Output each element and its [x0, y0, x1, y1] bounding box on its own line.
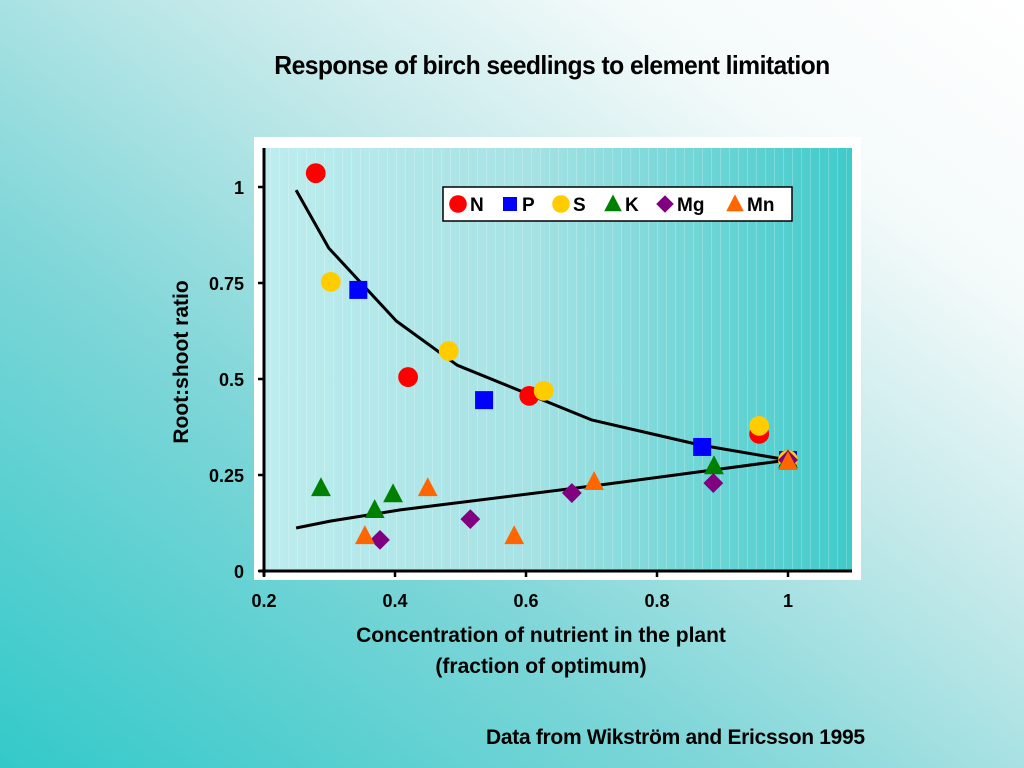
- data-point-mn: [417, 477, 438, 497]
- y-tick-label: 0.5: [219, 370, 244, 390]
- legend-label: S: [573, 195, 586, 216]
- data-point-mn: [354, 525, 375, 545]
- data-point-mn: [584, 471, 605, 491]
- legend: N P S K Mg Mn: [442, 186, 793, 222]
- legend-item-s: S: [552, 195, 586, 216]
- legend-label: N: [470, 195, 484, 216]
- data-point-p: [475, 391, 494, 410]
- x-tick-label: 1: [783, 591, 793, 611]
- legend-marker-k: [604, 194, 622, 212]
- x-tick-label: 0.8: [644, 591, 669, 611]
- y-tick-label: 0.25: [209, 466, 244, 486]
- x-axis-title-line2: (fraction of optimum): [435, 655, 646, 678]
- data-point-s: [749, 415, 770, 436]
- legend-marker-n: [449, 195, 467, 213]
- data-point-k: [704, 455, 724, 475]
- legend-label: Mn: [747, 195, 774, 216]
- axis-ticks: 0.2 0.4 0.6 0.8 1 0 0.25 0.5 0.75 1: [209, 178, 793, 611]
- legend-item-n: N: [449, 195, 484, 216]
- source-note: Data from Wikström and Ericsson 1995: [486, 726, 865, 749]
- data-point-mg: [460, 509, 481, 530]
- x-tick-label: 0.4: [382, 591, 407, 611]
- series-mn: [354, 451, 798, 545]
- data-point-mg: [561, 483, 582, 503]
- y-tick-label: 0: [234, 562, 244, 582]
- data-point-s: [533, 381, 554, 401]
- legend-marker-s: [552, 195, 570, 213]
- data-point-k: [364, 499, 385, 519]
- legend-item-mg: Mg: [656, 195, 704, 216]
- legend-label: P: [522, 195, 535, 216]
- legend-item-p: P: [503, 195, 535, 216]
- y-tick-label: 1: [234, 178, 244, 198]
- data-point-mn: [504, 525, 525, 545]
- legend-item-mn: Mn: [726, 194, 774, 216]
- data-point-k: [311, 477, 331, 497]
- y-axis-title: Root:shoot ratio: [170, 280, 193, 443]
- x-axis-title: Concentration of nutrient in the plant: [356, 624, 726, 647]
- x-tick-label: 0.6: [513, 591, 538, 611]
- data-point-mn: [778, 451, 798, 471]
- legend-marker-p: [503, 197, 517, 211]
- data-point-k: [383, 483, 403, 503]
- legend-item-k: K: [604, 194, 639, 216]
- x-tick-label: 0.2: [251, 591, 276, 611]
- data-points: [305, 163, 798, 550]
- legend-label: K: [625, 195, 639, 216]
- data-point-mg: [703, 473, 724, 493]
- data-point-n: [305, 163, 326, 184]
- data-point-p: [693, 437, 712, 456]
- legend-marker-mn: [726, 194, 744, 212]
- legend-marker-mg: [656, 195, 674, 213]
- data-point-p: [349, 280, 368, 299]
- data-point-mg: [370, 529, 390, 550]
- data-point-s: [320, 271, 341, 292]
- legend-label: Mg: [677, 195, 704, 216]
- chart-title: Response of birch seedlings to element l…: [274, 50, 830, 80]
- data-point-s: [438, 341, 459, 361]
- y-tick-label: 0.75: [209, 274, 244, 294]
- micronutrient-trend-curve: [295, 458, 789, 530]
- data-point-n: [398, 367, 418, 387]
